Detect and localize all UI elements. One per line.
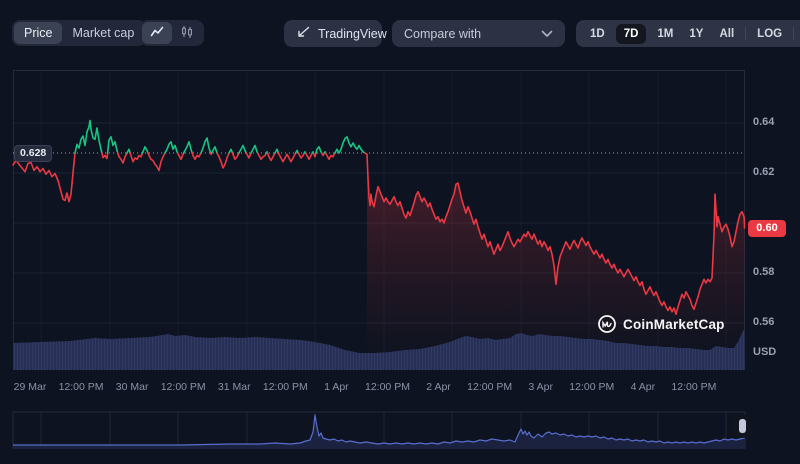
reference-price-label: 0.628	[14, 145, 53, 162]
divider	[745, 27, 747, 40]
x-axis-label: 12:00 PM	[467, 381, 513, 393]
compare-with-dropdown[interactable]: Compare with	[392, 20, 565, 47]
candlestick-icon	[180, 25, 194, 42]
tradingview-label: TradingView	[318, 26, 387, 41]
interval-1d[interactable]: 1D	[585, 25, 610, 43]
y-axis-label: 0.58	[753, 266, 775, 278]
log-scale-toggle[interactable]: LOG	[752, 25, 787, 43]
tab-price[interactable]: Price	[14, 22, 63, 44]
compare-with-label: Compare with	[404, 26, 482, 41]
x-axis-label: 2 Apr	[426, 381, 451, 393]
tab-market-cap[interactable]: Market cap	[62, 22, 144, 44]
price-marketcap-toggle: Price Market cap	[12, 20, 147, 46]
x-axis-label: 12:00 PM	[365, 381, 410, 393]
interval-group: 1D 7D 1M 1Y All LOG	[576, 20, 800, 47]
tradingview-icon	[296, 26, 311, 41]
y-axis-label: 0.56	[753, 316, 775, 328]
candlestick-chart-type-button[interactable]	[172, 22, 202, 44]
x-axis-label: 12:00 PM	[160, 381, 206, 393]
coinmarketcap-logo-icon	[597, 314, 617, 334]
minimap-navigator[interactable]	[13, 412, 745, 449]
y-axis-unit: USD	[753, 346, 777, 358]
x-axis-label: 12:00 PM	[262, 381, 308, 393]
divider	[793, 27, 795, 40]
x-axis-label: 3 Apr	[528, 381, 553, 393]
y-axis-label: 0.62	[753, 166, 775, 178]
watermark: CoinMarketCap	[597, 314, 725, 334]
x-axis-label: 4 Apr	[630, 381, 656, 393]
chart-type-toggle	[140, 20, 204, 46]
navigator-right-handle[interactable]	[739, 419, 746, 433]
x-axis-label: 30 Mar	[115, 381, 149, 393]
interval-1y[interactable]: 1Y	[684, 25, 708, 43]
x-axis-label: 12:00 PM	[671, 381, 717, 393]
line-chart-type-button[interactable]	[142, 22, 172, 44]
x-axis-label: 31 Mar	[217, 381, 251, 393]
x-axis: 29 Mar 12:00 PM 30 Mar 12:00 PM 31 Mar 12:00 …	[0, 381, 800, 395]
x-axis-label: 12:00 PM	[569, 381, 615, 393]
interval-1m[interactable]: 1M	[652, 25, 678, 43]
line-chart-icon	[150, 25, 164, 42]
watermark-label: CoinMarketCap	[623, 316, 725, 332]
x-axis-label: 12:00 PM	[58, 381, 104, 393]
current-price-badge: 0.60	[748, 219, 786, 237]
interval-7d[interactable]: 7D	[615, 23, 647, 44]
y-axis-label: 0.64	[753, 116, 775, 128]
interval-all[interactable]: All	[714, 25, 739, 43]
chevron-down-icon	[541, 27, 553, 41]
x-axis-label: 1 Apr	[324, 381, 349, 393]
x-axis-label: 29 Mar	[13, 381, 47, 393]
tradingview-button[interactable]: TradingView	[284, 20, 387, 47]
